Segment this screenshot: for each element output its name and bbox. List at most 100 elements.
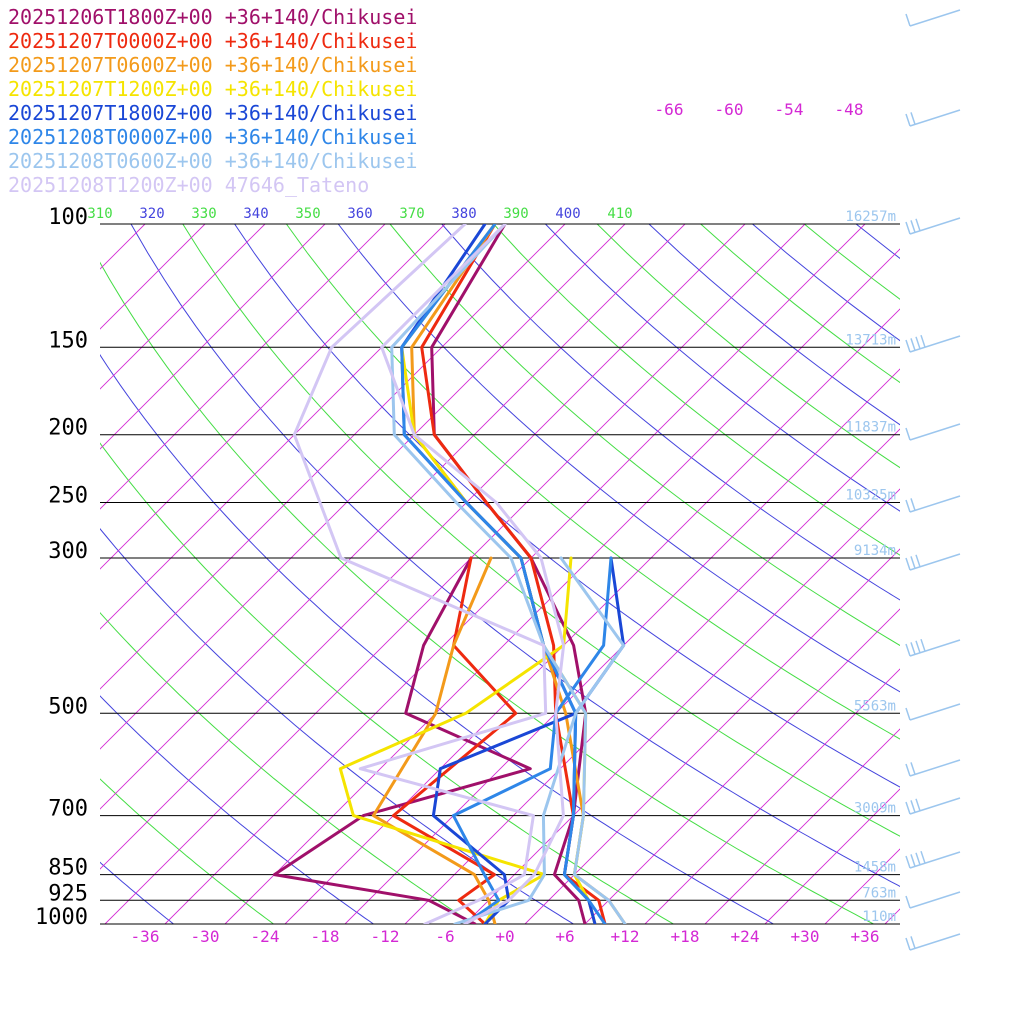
upper-temperature-tick-label: -66 <box>655 100 684 119</box>
barb-staff <box>909 553 961 571</box>
upper-temperature-tick-label: -54 <box>775 100 804 119</box>
barb-feather <box>910 854 916 867</box>
dry-adiabat <box>100 778 274 924</box>
wind-barb-icon <box>905 423 961 441</box>
barb-feather <box>910 338 916 351</box>
wind-barb-icon <box>905 797 961 815</box>
dewpoint-line <box>338 556 573 924</box>
pressure-label: 150 <box>48 328 88 353</box>
barb-staff <box>909 423 961 441</box>
height-label: 5563m <box>854 698 896 714</box>
isotherm <box>764 788 900 924</box>
temperature-tick-label: +36 <box>851 927 880 946</box>
legend-entry: 20251207T0000Z+00 +36+140/Chikusei <box>8 29 417 53</box>
theta-label: 320 <box>139 206 164 222</box>
legend-entry: 20251208T0600Z+00 +36+140/Chikusei <box>8 149 417 173</box>
isotherm <box>284 308 900 924</box>
dry-adiabat <box>648 224 900 426</box>
barb-feather <box>910 936 916 949</box>
barb-staff <box>909 759 961 777</box>
wind-barb-icon <box>905 703 961 721</box>
legend-entry: 20251207T0600Z+00 +36+140/Chikusei <box>8 53 417 77</box>
barb-feather <box>920 334 926 348</box>
isotherm <box>100 224 626 750</box>
barb-feather <box>910 112 916 125</box>
pressure-label: 300 <box>48 539 88 564</box>
wind-barbs <box>905 9 961 951</box>
barb-staff <box>909 703 961 721</box>
pressure-label: 850 <box>48 856 88 881</box>
dry-adiabat <box>182 224 900 837</box>
wind-barb-icon <box>905 495 961 513</box>
legend: 20251206T1800Z+00 +36+140/Chikusei202512… <box>8 5 417 197</box>
dewpoint-line <box>292 224 548 924</box>
dry-adiabat <box>752 224 900 342</box>
barb-feather <box>905 855 911 869</box>
barb-feather <box>915 218 921 232</box>
pressure-label: 200 <box>48 416 88 441</box>
theta-label: 380 <box>451 206 476 222</box>
wind-barb-icon <box>905 933 961 951</box>
theta-label: 310 <box>87 206 112 222</box>
temperature-tick-label: -12 <box>371 927 400 946</box>
isotherm <box>884 908 900 924</box>
legend-entry: 20251208T1200Z+00 47646_Tateno <box>8 173 369 197</box>
isotherm <box>1005 224 1024 924</box>
temperature-tick-label: -18 <box>311 927 340 946</box>
profiles-clipped <box>272 224 627 924</box>
temperature-line <box>420 224 607 924</box>
isotherm <box>945 224 1024 924</box>
barb-feather <box>905 427 911 441</box>
barb-feather <box>915 798 921 812</box>
upper-temperature-tick-label: -60 <box>715 100 744 119</box>
dry-adiabat <box>803 224 900 300</box>
barb-feather <box>905 801 911 815</box>
barb-feather <box>905 339 911 353</box>
barb-staff <box>909 217 961 235</box>
legend-entry: 20251207T1800Z+00 +36+140/Chikusei <box>8 101 417 125</box>
barb-staff <box>909 495 961 513</box>
pressure-label: 925 <box>48 881 88 906</box>
isotherm <box>704 728 900 924</box>
wind-barb-icon <box>905 553 961 571</box>
isotherm <box>0 224 25 924</box>
temperature-tick-label: +18 <box>671 927 700 946</box>
temperature-tick-label: +24 <box>731 927 760 946</box>
barb-feather <box>915 336 921 350</box>
isotherm <box>464 488 900 924</box>
isotherm <box>344 368 900 924</box>
barb-staff <box>909 639 961 657</box>
temperature-tick-label: +12 <box>611 927 640 946</box>
dewpoint-line <box>453 556 626 924</box>
barb-staff <box>909 851 961 869</box>
pressure-label: 100 <box>48 205 88 230</box>
isotherm <box>164 224 866 924</box>
theta-label: 400 <box>555 206 580 222</box>
upper-temperature-tick-label: -48 <box>835 100 864 119</box>
temperature-tick-label: +0 <box>495 927 514 946</box>
isotherm <box>100 224 386 510</box>
isotherm <box>224 248 900 924</box>
barb-feather <box>905 113 911 127</box>
dry-adiabat <box>855 224 900 259</box>
wind-barb-icon <box>905 850 961 869</box>
barb-feather <box>910 498 916 511</box>
isotherm <box>584 608 900 924</box>
barb-feather <box>910 556 916 569</box>
barb-feather <box>905 763 911 777</box>
isotherm <box>104 224 806 924</box>
barb-feather <box>905 895 911 909</box>
sounding-profiles <box>272 224 627 924</box>
isotherm <box>100 224 266 390</box>
barb-feather <box>910 762 916 775</box>
dry-adiabat <box>441 224 900 601</box>
barb-feather <box>910 800 916 813</box>
height-label: 11837m <box>845 420 896 436</box>
isotherm <box>524 548 900 924</box>
wind-barb-icon <box>905 109 961 127</box>
height-label: 16257m <box>845 209 896 225</box>
barb-feather <box>915 640 921 654</box>
barb-feather <box>920 638 926 652</box>
barb-feather <box>920 850 926 864</box>
